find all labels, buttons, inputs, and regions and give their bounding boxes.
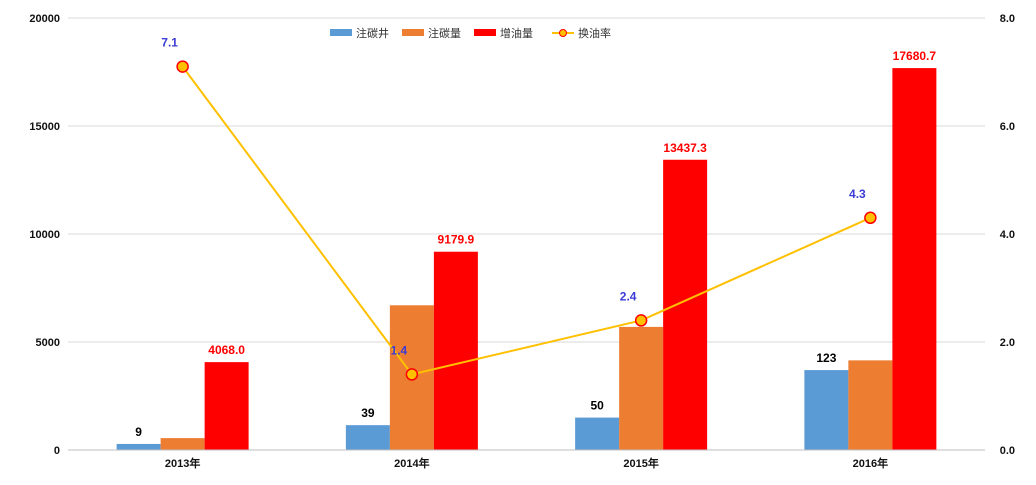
left-tick-label: 10000: [29, 229, 60, 241]
right-tick-label: 6.0: [1000, 121, 1015, 133]
left-tick-label: 15000: [29, 121, 60, 133]
legend-label: 换油率: [578, 26, 611, 40]
bar: [575, 417, 620, 450]
data-labels: 9 39 50 123 4068.0 9179.9 13437.3 17680.7 7.1 1.4…: [135, 36, 936, 439]
line-series: [176, 60, 877, 381]
line-marker: [864, 211, 877, 225]
legend-marker: [559, 29, 567, 37]
left-tick-label: 0: [54, 445, 60, 457]
bar-data-label: 13437.3: [663, 141, 707, 155]
line-marker: [176, 60, 189, 73]
legend-item: 注碳井: [330, 26, 389, 40]
bar: [848, 360, 893, 450]
bar: [116, 443, 161, 450]
right-tick-label: 8.0: [1000, 13, 1015, 25]
category-label: 2016年: [853, 456, 888, 470]
left-tick-label: 20000: [29, 13, 60, 25]
bar: [160, 438, 205, 450]
bar-data-label: 17680.7: [893, 49, 937, 63]
right-tick-label: 4.0: [1000, 229, 1015, 241]
line-data-label: 7.1: [161, 36, 178, 50]
legend-label: 注碳量: [428, 26, 461, 40]
legend-swatch: [474, 29, 496, 36]
bar: [892, 68, 937, 451]
line-data-label: 2.4: [620, 289, 637, 303]
bar-data-label: 123: [816, 351, 836, 365]
bar-data-label: 9: [135, 425, 142, 439]
line-marker: [634, 314, 648, 327]
category-label: 2014年: [394, 456, 429, 470]
bar-data-label: 39: [361, 406, 375, 420]
category-label: 2015年: [623, 456, 658, 470]
legend-label: 注碳井: [356, 26, 389, 40]
legend-swatch: [402, 29, 424, 36]
legend-item: 换油率: [552, 26, 611, 40]
legend-item: 注碳量: [402, 26, 461, 40]
legend-label: 增油量: [500, 26, 533, 40]
right-axis-ticks: 0.0 2.0 4.0 6.0 8.0: [1000, 13, 1015, 457]
bar-data-label: 50: [590, 399, 604, 413]
line-data-label: 1.4: [391, 343, 408, 357]
right-tick-label: 0.0: [1000, 445, 1015, 457]
legend-item: 增油量: [474, 26, 533, 40]
bar: [433, 251, 478, 450]
legend: 注碳井 注碳量 增油量 换油率: [330, 26, 611, 40]
bar-data-label: 4068.0: [208, 343, 245, 357]
bars: [116, 68, 937, 451]
left-axis-ticks: 0 5000 10000 15000 20000: [29, 13, 60, 457]
line-path: [181, 66, 871, 376]
bar-data-label: 9179.9: [438, 233, 475, 247]
category-label: 2013年: [165, 456, 200, 470]
legend-swatch: [330, 29, 352, 36]
line-marker: [405, 368, 419, 381]
bar: [345, 425, 390, 450]
category-axis: 2013年 2014年 2015年 2016年: [68, 449, 985, 470]
bar: [663, 159, 708, 450]
bar: [619, 326, 664, 450]
right-tick-label: 2.0: [1000, 337, 1015, 349]
left-tick-label: 5000: [36, 337, 60, 349]
bar: [204, 362, 249, 450]
line-data-label: 4.3: [849, 187, 866, 201]
bar: [804, 370, 849, 450]
